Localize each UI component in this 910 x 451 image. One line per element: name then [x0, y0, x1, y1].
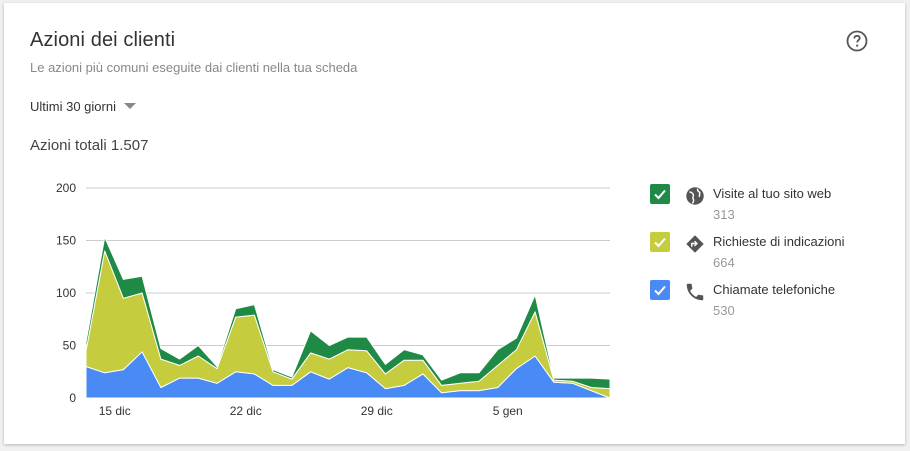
y-tick-label: 0: [69, 391, 76, 405]
legend-label: Chiamate telefoniche: [713, 282, 836, 297]
x-tick-label: 29 dic: [361, 404, 393, 418]
check-icon: [654, 237, 666, 248]
legend-count: 664: [713, 255, 735, 270]
legend-label: Richieste di indicazioni: [713, 234, 845, 249]
chevron-down-icon: [123, 103, 136, 109]
legend-item-visits: Visite al tuo sito web 313: [650, 184, 865, 232]
phone-icon: [686, 283, 704, 301]
visits-checkbox[interactable]: [650, 184, 670, 204]
check-icon: [654, 285, 666, 296]
y-tick-label: 100: [56, 286, 76, 300]
actions-area-chart: 0 50 100 150 200 15 dic 22 dic 29 dic 5 gen: [56, 181, 611, 418]
y-tick-label: 200: [56, 181, 76, 195]
date-range-label: Ultimi 30 giorni: [30, 98, 116, 114]
chart-legend: Visite al tuo sito web 313 Richieste di …: [650, 184, 865, 328]
legend-label: Visite al tuo sito web: [713, 186, 832, 201]
x-tick-label: 15 dic: [99, 404, 131, 418]
legend-count: 313: [713, 207, 735, 222]
y-tick-label: 150: [56, 234, 76, 248]
customer-actions-card: Azioni dei clienti Le azioni più comuni …: [4, 3, 905, 444]
total-actions: Azioni totali 1.507: [30, 137, 149, 154]
card-subtitle: Le azioni più comuni eseguite dai client…: [30, 60, 358, 75]
legend-count: 530: [713, 303, 735, 318]
check-icon: [654, 189, 666, 200]
calls-checkbox[interactable]: [650, 280, 670, 300]
directions-checkbox[interactable]: [650, 232, 670, 252]
help-icon[interactable]: [845, 29, 869, 53]
legend-item-directions: Richieste di indicazioni 664: [650, 232, 865, 280]
card-title: Azioni dei clienti: [30, 29, 176, 51]
y-tick-label: 50: [63, 339, 77, 353]
x-tick-label: 22 dic: [230, 404, 262, 418]
legend-item-calls: Chiamate telefoniche 530: [650, 280, 865, 328]
date-range-dropdown[interactable]: Ultimi 30 giorni: [30, 96, 136, 116]
area-series: [85, 236, 611, 390]
directions-icon: [686, 235, 704, 253]
x-tick-label: 5 gen: [493, 404, 523, 418]
globe-icon: [686, 187, 704, 205]
